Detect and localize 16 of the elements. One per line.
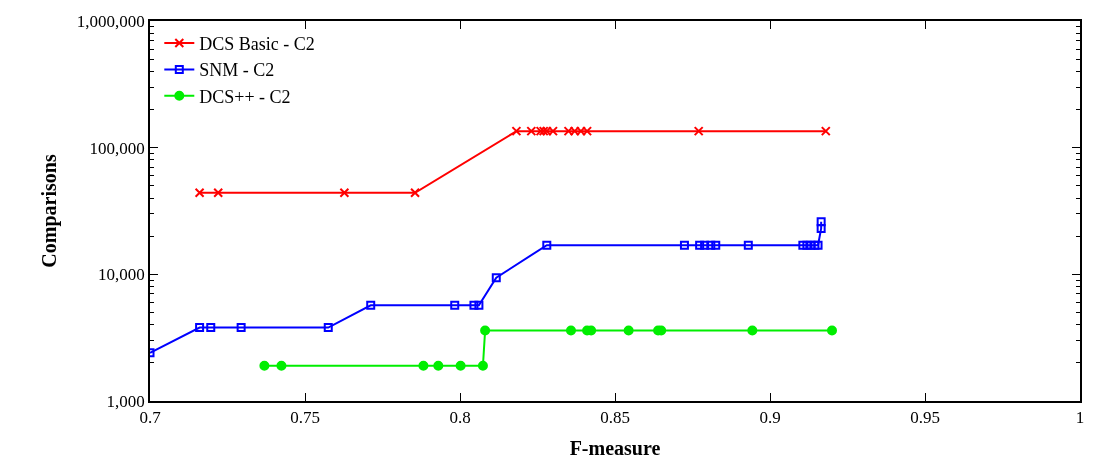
y-axis-title: Comparisons: [37, 154, 61, 268]
legend-label: DCS Basic - C2: [199, 34, 315, 55]
y-tick-label: 1,000,000: [76, 11, 145, 31]
x-axis-title: F-measure: [569, 437, 661, 460]
y-tick-label: 10,000: [98, 265, 145, 285]
legend-label: SNM - C2: [199, 60, 275, 81]
y-tick-label: 100,000: [89, 138, 145, 158]
x-tick-label: 0.8: [449, 408, 471, 428]
x-tick-label: 0.85: [600, 408, 630, 428]
x-tick-label: 0.9: [759, 408, 781, 428]
x-tick-label: 1: [1075, 408, 1085, 428]
x-tick-label: 0.7: [139, 408, 162, 428]
x-tick-label: 0.95: [910, 408, 940, 428]
legend-label: DCS++ - C2: [199, 86, 291, 107]
y-tick-label: 1,000: [106, 391, 145, 411]
x-tick-label: 0.75: [290, 408, 320, 428]
